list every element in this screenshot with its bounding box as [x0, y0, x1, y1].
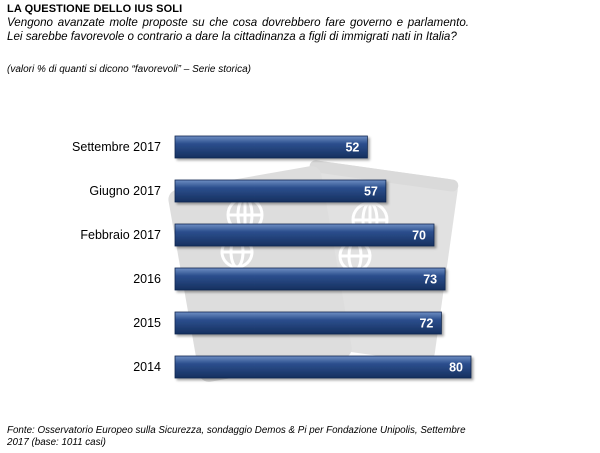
source-note: Fonte: Osservatorio Europeo sulla Sicure…	[7, 425, 466, 448]
value-label: 72	[419, 317, 433, 331]
category-label: 2015	[133, 316, 161, 330]
bar-0	[174, 135, 368, 159]
bar-3	[174, 267, 446, 291]
value-label: 80	[449, 361, 463, 375]
category-label: 2016	[133, 272, 161, 286]
bar-1	[174, 179, 387, 203]
category-label: Giugno 2017	[89, 184, 161, 198]
bar-2	[174, 223, 435, 247]
value-labels: 52 57 70 73 72 80	[345, 141, 463, 375]
value-label: 52	[345, 141, 359, 155]
category-label: Febbraio 2017	[80, 228, 161, 242]
bars-group	[174, 135, 472, 379]
bar-4	[174, 311, 442, 335]
category-labels: Settembre 2017 Giugno 2017 Febbraio 2017 20…	[72, 140, 161, 374]
value-label: 73	[423, 273, 437, 287]
category-label: Settembre 2017	[72, 140, 161, 154]
chart-title: LA QUESTIONE DELLO IUS SOLI	[7, 3, 183, 15]
value-label: 57	[364, 185, 378, 199]
value-label: 70	[412, 229, 426, 243]
bar-5	[174, 355, 472, 379]
chart-note: (valori % di quanti si dicono “favorevol…	[7, 64, 251, 75]
category-label: 2014	[133, 360, 161, 374]
survey-question: Vengono avanzate molte proposte su che c…	[7, 16, 469, 43]
